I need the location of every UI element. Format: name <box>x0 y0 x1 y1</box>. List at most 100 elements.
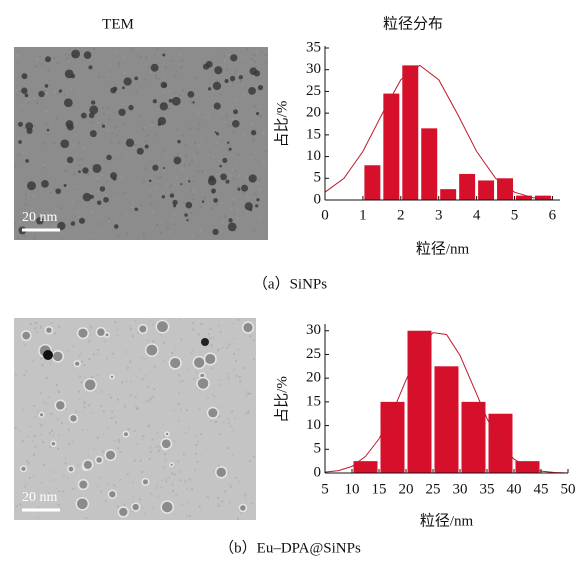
noise <box>238 376 241 379</box>
particle <box>171 96 181 106</box>
noise <box>169 184 172 187</box>
noise <box>60 422 63 425</box>
noise <box>175 70 178 73</box>
noise <box>157 77 160 80</box>
noise <box>151 438 154 441</box>
noise <box>34 445 37 448</box>
particle <box>205 353 216 365</box>
noise <box>50 322 53 325</box>
noise <box>186 487 189 490</box>
noise <box>144 143 147 146</box>
noise <box>154 74 157 77</box>
particle <box>256 198 260 202</box>
particle <box>201 338 209 346</box>
noise <box>24 203 27 206</box>
y-tick-label: 35 <box>306 39 321 55</box>
particle <box>88 65 93 70</box>
noise <box>203 196 206 199</box>
noise <box>243 367 246 370</box>
noise <box>199 205 202 208</box>
noise <box>192 188 195 191</box>
x-tick-label: 15 <box>372 481 387 497</box>
noise <box>221 221 224 224</box>
noise <box>55 487 58 490</box>
noise <box>196 151 199 154</box>
particle <box>55 188 62 195</box>
noise <box>105 180 108 183</box>
noise <box>148 177 151 180</box>
noise <box>129 328 132 331</box>
noise <box>184 480 187 483</box>
noise <box>244 494 247 497</box>
noise <box>215 203 218 206</box>
particle <box>212 228 219 236</box>
noise <box>141 471 144 474</box>
noise <box>227 372 230 375</box>
particle <box>80 112 87 119</box>
noise <box>234 359 237 362</box>
noise <box>162 91 165 94</box>
noise <box>193 155 196 158</box>
noise <box>131 510 134 513</box>
noise <box>108 64 111 67</box>
particle <box>170 357 181 369</box>
noise <box>170 59 173 62</box>
noise <box>139 56 142 59</box>
noise <box>242 57 245 60</box>
noise <box>54 332 57 335</box>
noise <box>141 356 144 359</box>
noise <box>212 155 215 158</box>
noise <box>164 458 167 461</box>
noise <box>151 323 154 326</box>
noise <box>171 472 174 475</box>
noise <box>191 488 194 491</box>
noise <box>186 501 189 504</box>
noise <box>217 503 220 506</box>
noise <box>164 66 167 69</box>
noise <box>218 177 221 180</box>
particle <box>21 87 28 94</box>
noise <box>198 408 201 411</box>
noise <box>100 173 103 176</box>
noise <box>110 396 113 399</box>
noise <box>177 460 180 463</box>
noise <box>217 465 220 468</box>
noise <box>14 206 17 209</box>
particle <box>78 328 88 338</box>
noise <box>117 62 120 65</box>
particle <box>150 63 159 72</box>
noise <box>49 445 52 448</box>
particle <box>227 141 230 144</box>
noise <box>244 496 247 499</box>
y-axis-label: 占比/% <box>273 101 290 148</box>
noise <box>217 496 220 499</box>
x-tick-label: 40 <box>507 481 522 497</box>
particle <box>110 375 114 379</box>
noise <box>76 210 79 213</box>
noise <box>195 371 198 374</box>
noise <box>246 195 249 198</box>
noise <box>178 392 181 395</box>
particle <box>165 432 169 436</box>
noise <box>111 352 114 355</box>
noise <box>228 343 231 346</box>
particle <box>238 75 243 80</box>
noise <box>231 118 234 121</box>
noise <box>232 202 235 205</box>
noise <box>133 459 136 462</box>
noise <box>42 441 45 444</box>
noise <box>40 357 43 360</box>
scale-label: 20 nm <box>22 210 58 225</box>
noise <box>145 400 148 403</box>
noise <box>66 349 69 352</box>
y-tick-label: 0 <box>314 464 322 480</box>
noise <box>197 333 200 336</box>
noise <box>31 440 34 443</box>
noise <box>116 505 119 508</box>
noise <box>90 327 93 330</box>
particle <box>79 480 88 489</box>
noise <box>224 490 227 493</box>
noise <box>143 236 146 239</box>
noise <box>57 504 60 507</box>
